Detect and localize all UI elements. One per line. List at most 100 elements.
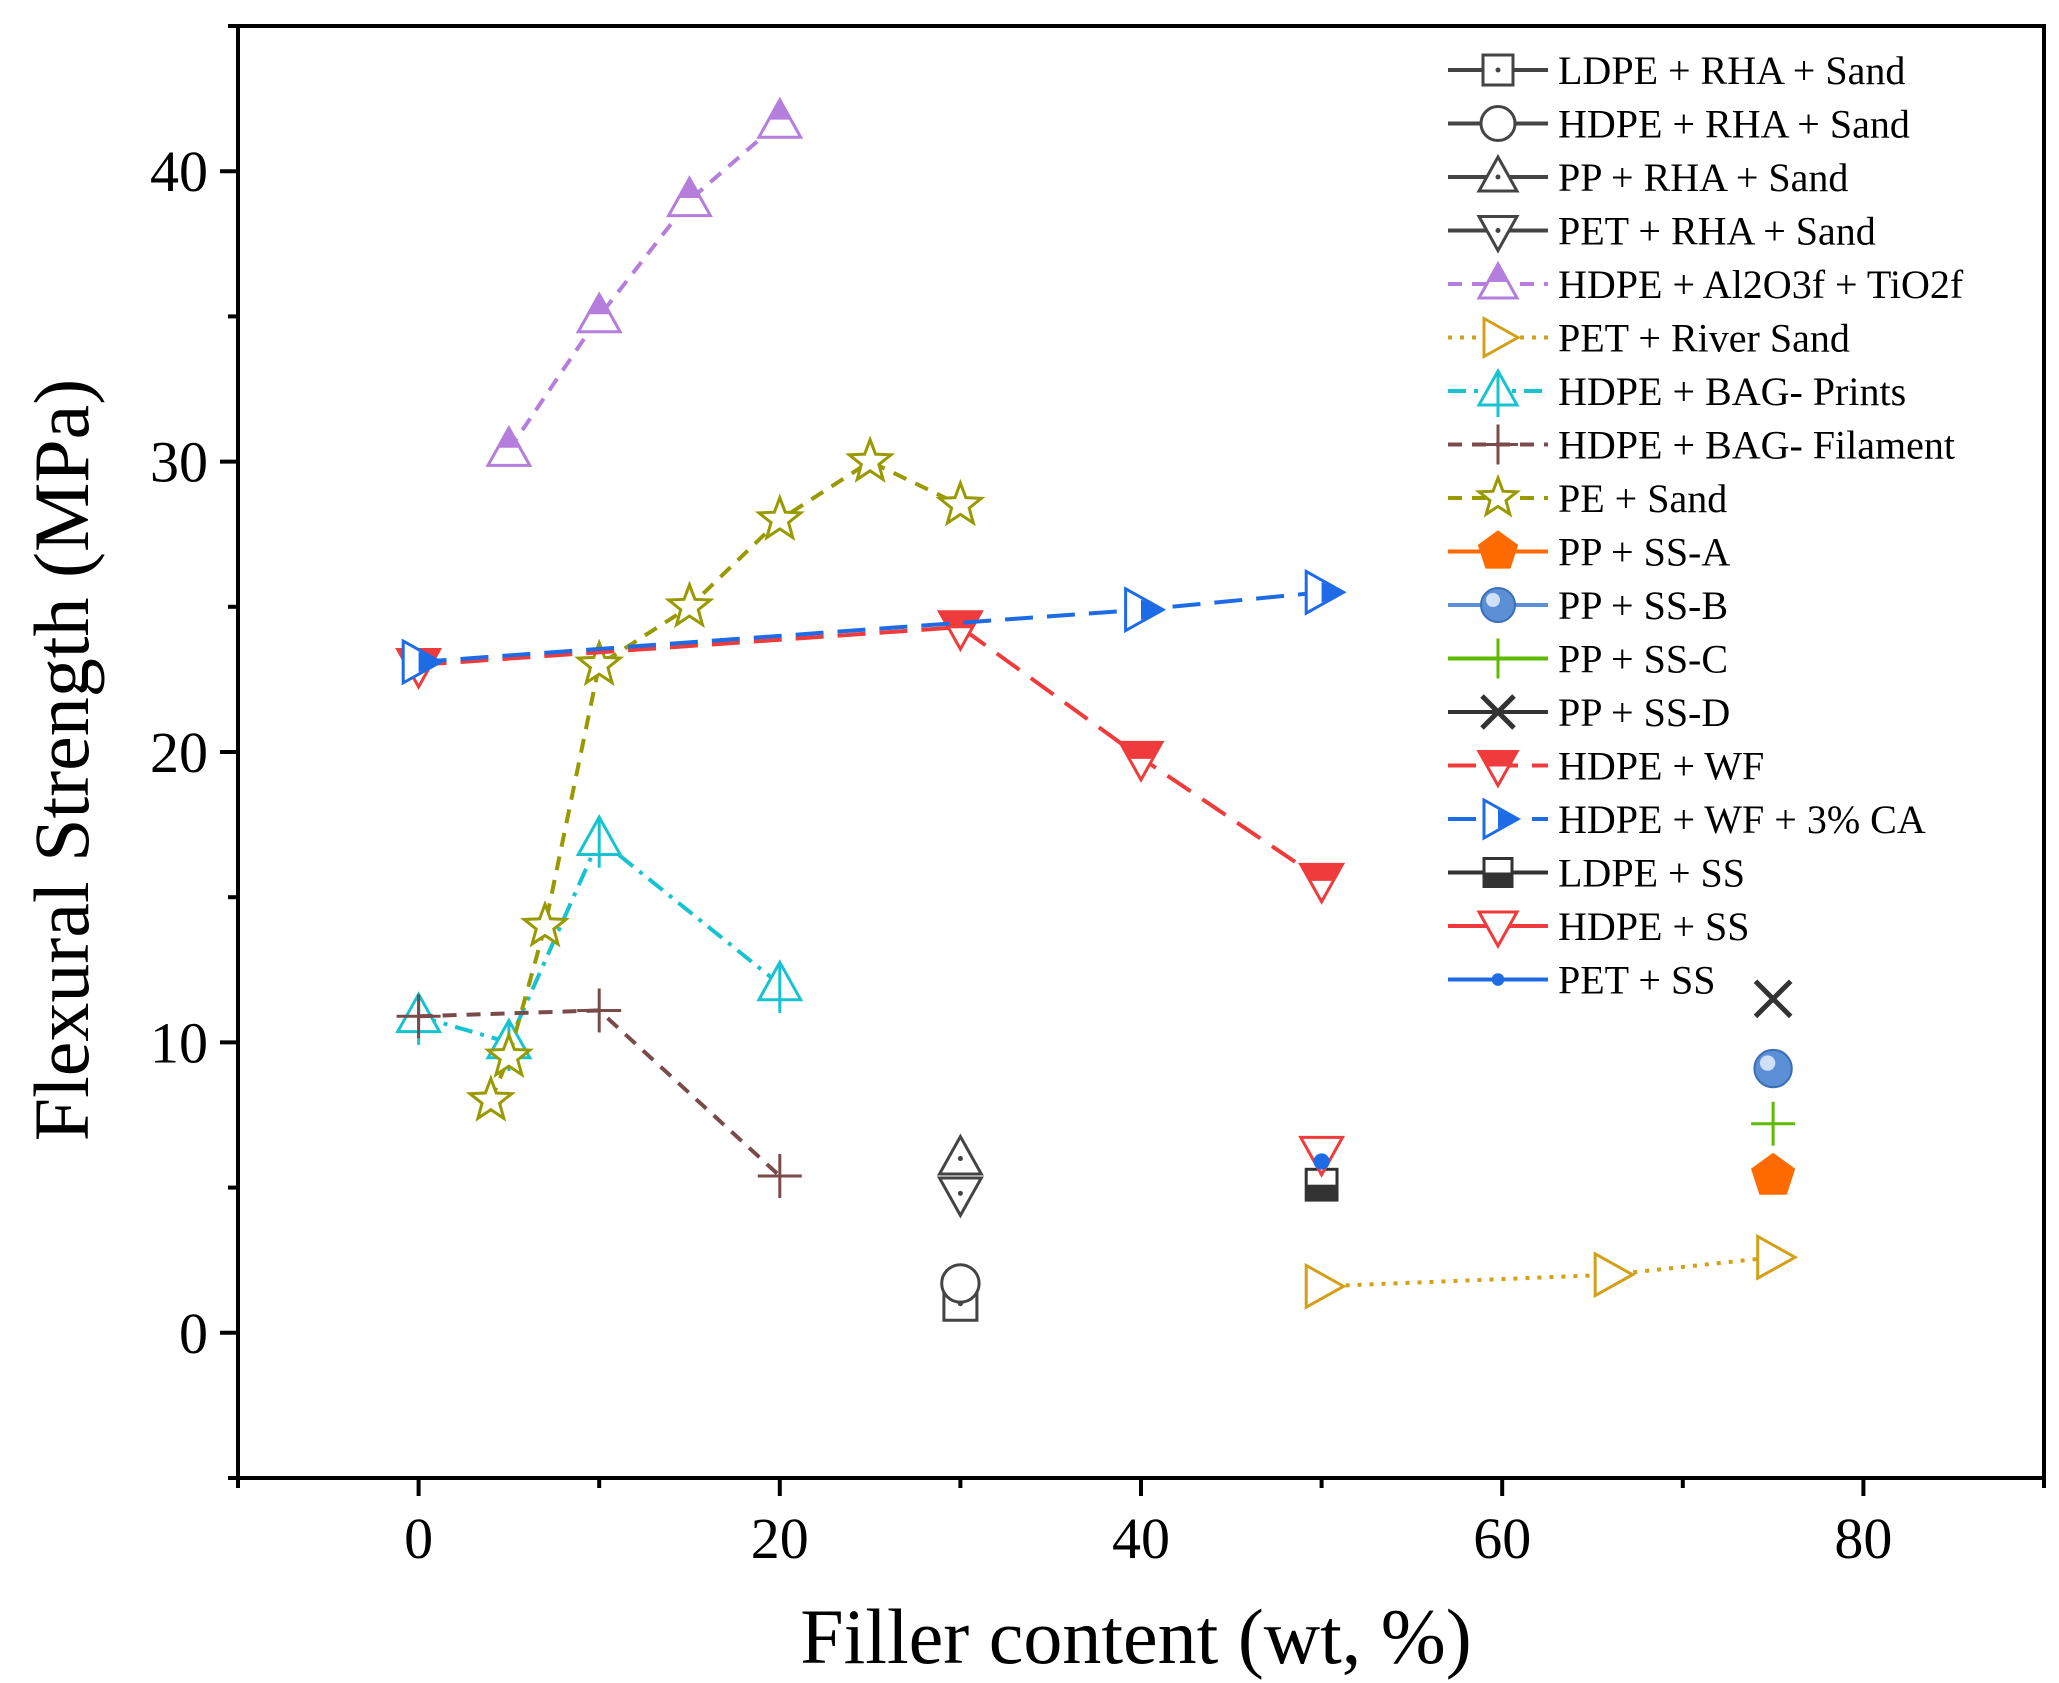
data-point xyxy=(845,435,896,483)
series-13 xyxy=(1753,979,1793,1019)
data-point xyxy=(1756,1233,1799,1281)
series-14 xyxy=(395,610,1346,905)
y-tick-label: 40 xyxy=(150,139,208,204)
legend-label: PP + SS-A xyxy=(1558,530,1730,575)
y-axis-ticks: 0 10 20 30 40 xyxy=(150,24,238,1480)
series-15 xyxy=(401,568,1347,686)
series-2 xyxy=(940,1263,981,1304)
legend-marker xyxy=(1480,694,1516,730)
data-point xyxy=(574,638,625,687)
data-point xyxy=(936,1176,984,1219)
legend-item: LDPE + RHA + Sand xyxy=(1448,48,1905,93)
data-point xyxy=(1304,1167,1339,1202)
y-tick-label: 10 xyxy=(150,1010,208,1075)
legend-label: PP + RHA + Sand xyxy=(1558,155,1848,200)
data-point xyxy=(756,96,804,139)
data-point xyxy=(1753,1048,1793,1089)
legend-item: HDPE + RHA + Sand xyxy=(1448,102,1910,147)
series-layer xyxy=(395,96,1799,1322)
data-point xyxy=(520,899,571,948)
data-point xyxy=(575,814,623,868)
data-point xyxy=(485,424,533,467)
series-3 xyxy=(936,1133,984,1176)
data-point xyxy=(1751,1152,1796,1195)
legend-label: LDPE + RHA + Sand xyxy=(1558,48,1905,93)
data-point xyxy=(575,291,623,334)
data-point xyxy=(1304,568,1347,616)
legend-item: HDPE + Al2O3f + TiO2f xyxy=(1448,260,1964,307)
legend-label: HDPE + Al2O3f + TiO2f xyxy=(1558,262,1964,307)
legend-label: PP + SS-D xyxy=(1558,690,1730,735)
x-axis-title: Filler content (wt, %) xyxy=(800,1593,1472,1680)
x-tick-label: 40 xyxy=(1112,1506,1170,1571)
legend-marker xyxy=(1474,473,1522,518)
series-line xyxy=(1321,1255,1774,1289)
legend-label: PET + SS xyxy=(1558,958,1715,1003)
legend-item: PE + Sand xyxy=(1448,473,1727,521)
series-7 xyxy=(395,814,804,1071)
legend-label: PET + RHA + Sand xyxy=(1558,209,1876,254)
series-line xyxy=(418,625,1323,882)
legend-item: HDPE + WF xyxy=(1448,744,1764,789)
data-point xyxy=(756,959,804,1013)
legend-marker xyxy=(1482,797,1522,841)
series-5 xyxy=(485,96,804,467)
series-4 xyxy=(936,1176,984,1219)
x-tick-label: 0 xyxy=(404,1506,433,1571)
legend-marker xyxy=(1480,587,1516,623)
legend-marker xyxy=(1482,315,1522,360)
data-point xyxy=(1593,1251,1636,1299)
y-tick-label: 30 xyxy=(150,430,208,495)
legend-item: PP + SS-D xyxy=(1448,690,1730,735)
legend-label: PP + SS-C xyxy=(1558,637,1728,682)
y-axis-title: Flexural Strength (MPa) xyxy=(18,379,105,1142)
data-point xyxy=(1313,1153,1330,1170)
x-tick-label: 60 xyxy=(1473,1506,1531,1571)
series-6 xyxy=(1304,1233,1799,1310)
y-tick-label: 20 xyxy=(150,720,208,785)
legend-marker xyxy=(1476,750,1520,789)
data-point xyxy=(483,1030,534,1079)
series-12 xyxy=(1751,1101,1796,1146)
series-18 xyxy=(1313,1153,1330,1170)
legend-item: LDPE + SS xyxy=(1448,851,1745,896)
data-point xyxy=(935,478,986,527)
legend-item: PP + SS-A xyxy=(1448,530,1730,575)
legend-item: HDPE + SS xyxy=(1448,904,1750,950)
data-point xyxy=(1124,586,1167,634)
series-9 xyxy=(465,435,986,1122)
data-point xyxy=(401,638,444,686)
legend-item: PET + SS xyxy=(1448,958,1715,1003)
data-point xyxy=(1117,740,1165,783)
legend-marker xyxy=(1476,260,1520,300)
legend-marker xyxy=(1479,105,1517,142)
legend-marker xyxy=(1477,530,1519,569)
legend: LDPE + RHA + Sand HDPE + RHA + Sand PP + R… xyxy=(1448,48,1964,1003)
data-point xyxy=(1753,979,1793,1019)
legend-label: HDPE + RHA + Sand xyxy=(1558,102,1910,147)
legend-label: HDPE + BAG- Prints xyxy=(1558,369,1906,414)
series-8 xyxy=(396,988,802,1198)
x-axis-ticks: 0 20 40 60 80 xyxy=(236,1478,2046,1571)
data-point xyxy=(577,988,622,1033)
legend-item: PP + RHA + Sand xyxy=(1448,153,1848,200)
data-point xyxy=(1304,1262,1347,1310)
data-point xyxy=(757,1153,802,1198)
legend-item: PP + SS-C xyxy=(1448,637,1728,682)
data-point xyxy=(666,175,713,218)
legend-label: HDPE + WF + 3% CA xyxy=(1558,797,1926,842)
legend-label: PP + SS-B xyxy=(1558,583,1728,628)
data-point xyxy=(936,1133,984,1176)
legend-item: PET + RHA + Sand xyxy=(1448,209,1876,254)
data-point xyxy=(664,580,715,629)
legend-marker xyxy=(1482,857,1514,888)
legend-marker xyxy=(1476,215,1520,254)
legend-item: HDPE + BAG- Filament xyxy=(1448,423,1955,468)
series-10 xyxy=(1751,1152,1796,1195)
legend-label: HDPE + BAG- Filament xyxy=(1558,423,1955,468)
data-point xyxy=(1298,862,1346,905)
series-line xyxy=(488,459,962,1102)
legend-marker xyxy=(1476,367,1520,417)
legend-marker xyxy=(1478,424,1518,465)
